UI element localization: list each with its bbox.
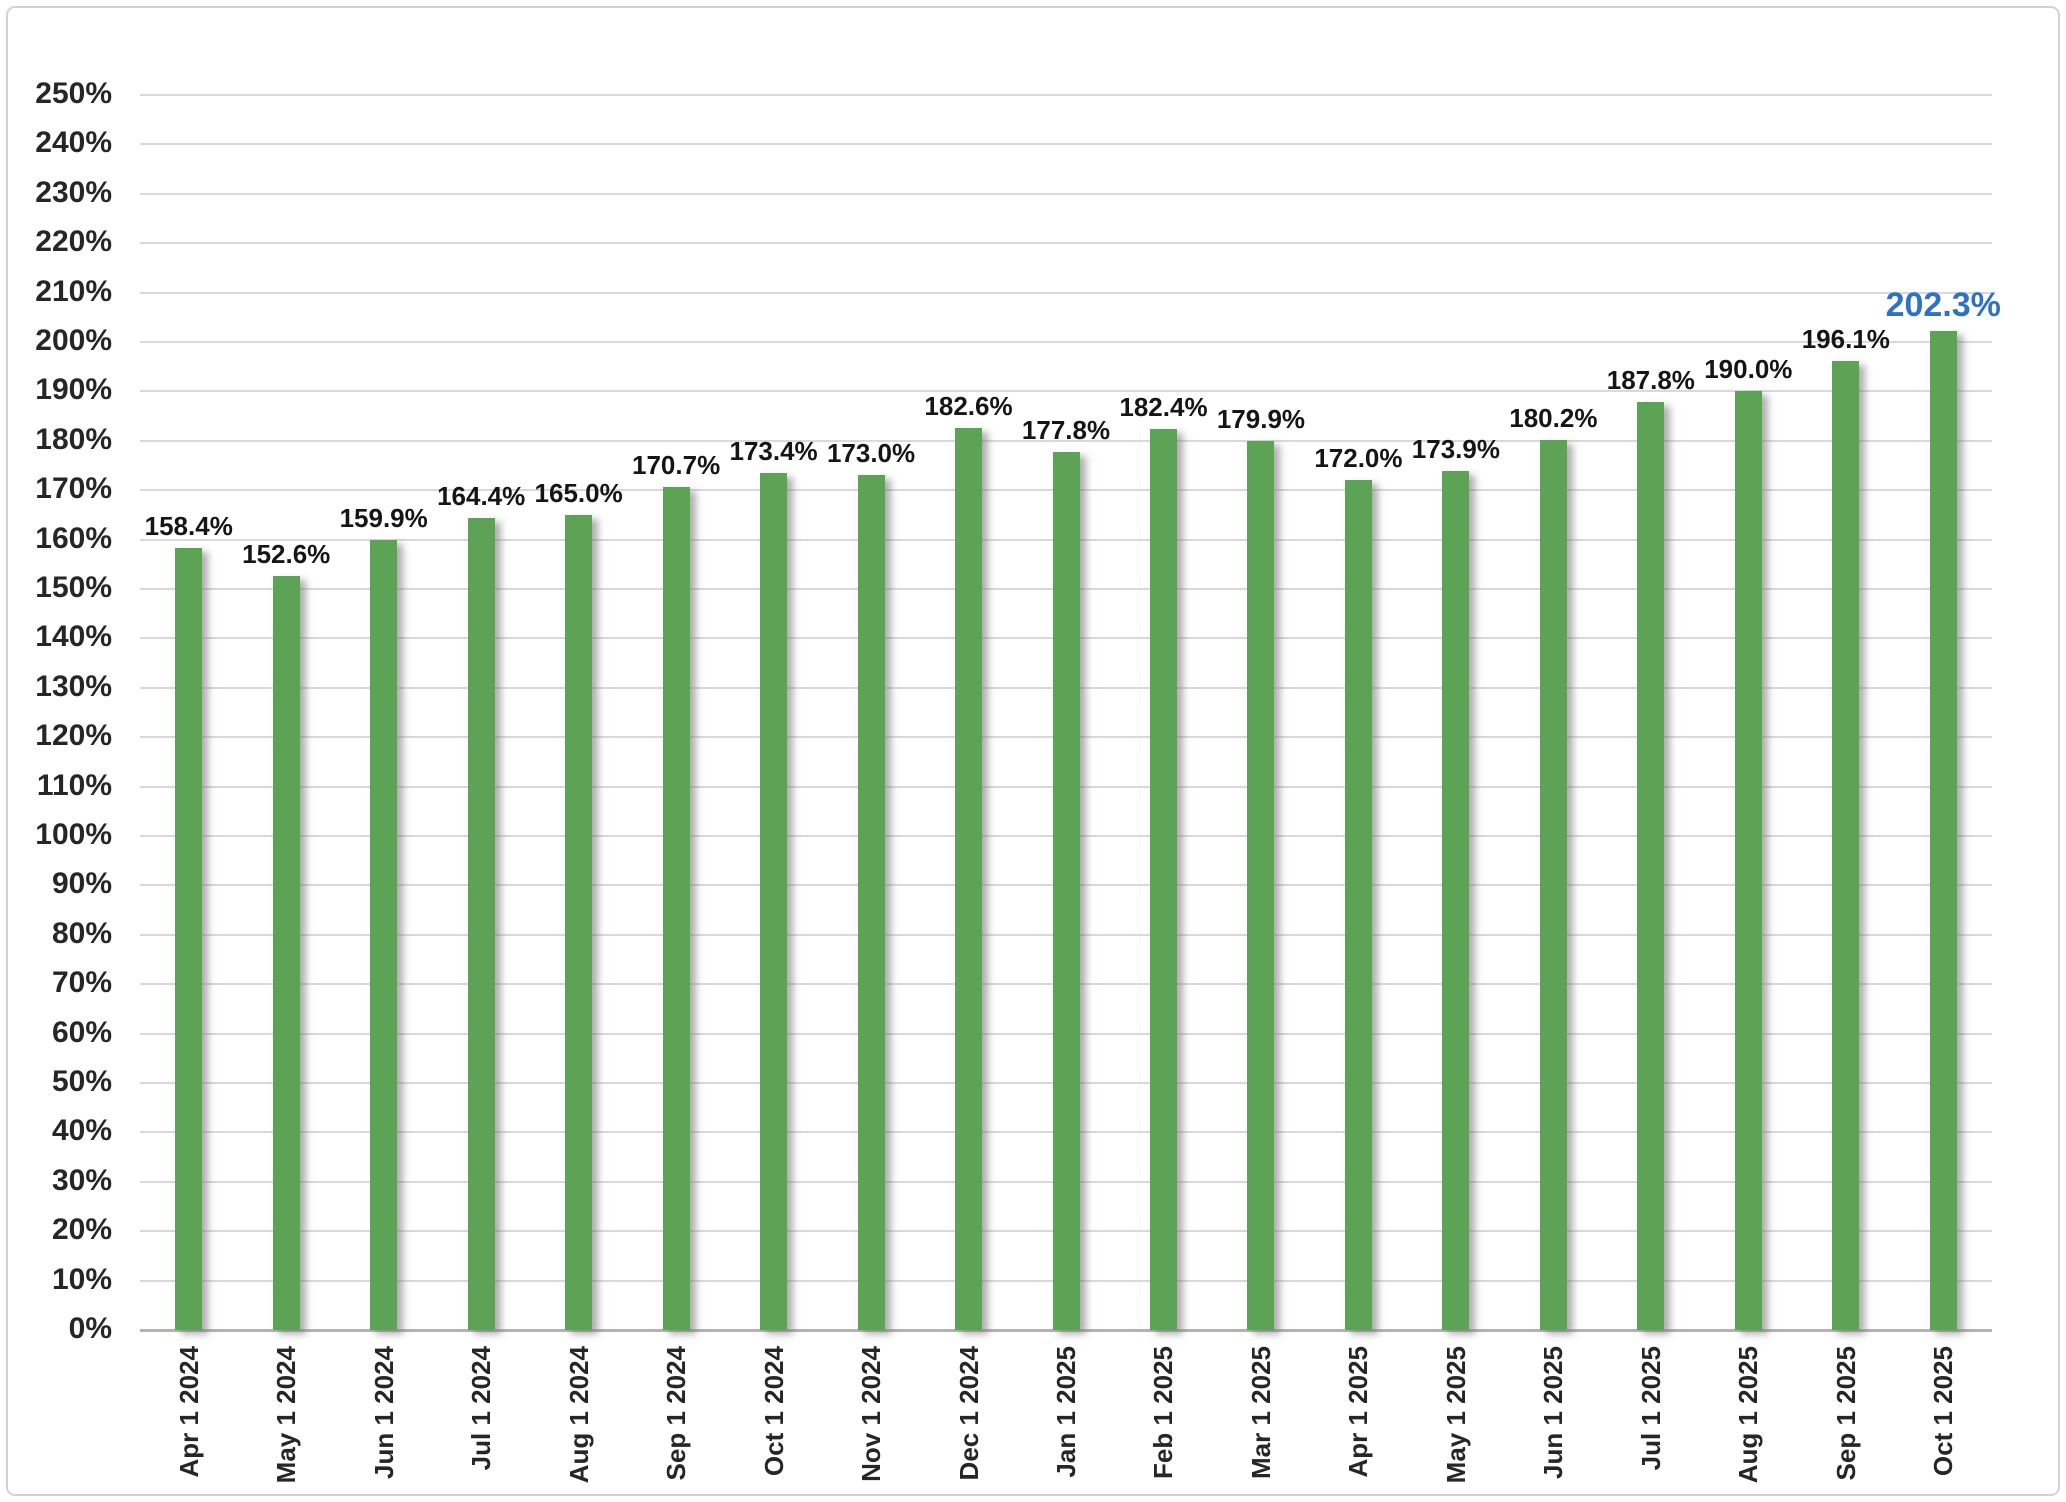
- bar: [1442, 470, 1470, 1330]
- y-axis-tick-label: 210%: [35, 274, 112, 308]
- x-axis-category-label: Oct 1 2025: [1928, 1346, 1959, 1477]
- bar: [1832, 361, 1860, 1330]
- bar: [955, 427, 983, 1330]
- x-axis-category-label: May 1 2024: [271, 1346, 302, 1484]
- bar: [1344, 480, 1372, 1330]
- y-axis-tick-label: 150%: [35, 570, 112, 604]
- bar: [370, 540, 398, 1330]
- x-axis-category-label: Sep 1 2024: [661, 1346, 692, 1481]
- x-axis-category-label: Sep 1 2025: [1830, 1346, 1861, 1481]
- gridline: [140, 341, 1992, 343]
- bar-value-label: 173.4%: [729, 436, 818, 467]
- gridline: [140, 390, 1992, 393]
- y-axis-tick-label: 100%: [35, 817, 112, 851]
- x-axis-category-label: Apr 1 2024: [173, 1346, 204, 1478]
- bar-value-label: 172.0%: [1314, 443, 1403, 474]
- y-axis-tick-label: 200%: [35, 323, 112, 357]
- y-axis-tick-label: 20%: [51, 1212, 112, 1246]
- x-axis-category-label: Jan 1 2025: [1051, 1346, 1081, 1478]
- bar-value-label: 180.2%: [1509, 402, 1598, 433]
- y-axis-tick-label: 250%: [35, 76, 112, 110]
- x-axis-category-label: Mar 1 2025: [1245, 1346, 1276, 1479]
- y-axis-tick-label: 40%: [51, 1114, 112, 1148]
- gridline: [140, 94, 1992, 96]
- bar: [1052, 451, 1080, 1330]
- bar-value-label: 158.4%: [144, 510, 233, 541]
- x-axis-category-label: May 1 2025: [1440, 1346, 1471, 1484]
- y-axis-tick-label: 190%: [35, 373, 112, 407]
- y-axis-tick-label: 140%: [35, 620, 112, 654]
- bar: [1734, 391, 1762, 1330]
- gridline: [140, 242, 1992, 245]
- bar: [857, 475, 885, 1330]
- bar-value-label: 170.7%: [632, 449, 721, 480]
- bar: [1929, 330, 1957, 1330]
- y-axis-tick-label: 170%: [35, 471, 112, 505]
- y-axis-tick-label: 230%: [35, 175, 112, 209]
- y-axis-tick-label: 50%: [51, 1064, 112, 1098]
- y-axis-tick-label: 30%: [51, 1163, 112, 1197]
- x-axis-category-label: Aug 1 2024: [563, 1346, 594, 1484]
- y-axis-tick-label: 90%: [51, 867, 112, 901]
- bar-value-label: 177.8%: [1021, 414, 1111, 445]
- bar-value-label: 179.9%: [1216, 404, 1306, 435]
- bar-value-label-highlight: 202.3%: [1885, 285, 2001, 324]
- x-axis-category-label: Nov 1 2024: [856, 1346, 887, 1482]
- bar-value-label: 187.8%: [1606, 365, 1695, 396]
- bar: [1247, 441, 1275, 1330]
- x-axis-category-label: Apr 1 2025: [1343, 1346, 1374, 1478]
- y-axis-tick-label: 60%: [51, 1015, 112, 1049]
- x-axis-category-label: Feb 1 2025: [1148, 1346, 1179, 1479]
- bar-value-label: 196.1%: [1801, 324, 1890, 355]
- x-axis-category-label: Dec 1 2024: [953, 1346, 984, 1481]
- x-axis-category-label: Jul 1 2024: [466, 1346, 497, 1471]
- bar: [662, 486, 690, 1330]
- y-axis-tick-label: 10%: [51, 1262, 112, 1296]
- bar: [1539, 439, 1567, 1330]
- bar: [565, 514, 593, 1330]
- x-axis-category-label: Oct 1 2024: [758, 1346, 789, 1477]
- bar: [467, 517, 495, 1330]
- bar: [1637, 402, 1665, 1330]
- bar-value-label: 164.4%: [437, 480, 526, 511]
- bar-value-label: 165.0%: [534, 477, 623, 508]
- bar: [760, 473, 788, 1330]
- y-axis-tick-label: 80%: [51, 916, 112, 950]
- y-axis-tick-label: 180%: [35, 422, 112, 456]
- gridline: [140, 143, 1992, 146]
- bar-value-label: 182.6%: [924, 390, 1013, 421]
- y-axis-tick-label: 240%: [35, 126, 112, 160]
- x-axis-category-label: Jul 1 2025: [1635, 1346, 1666, 1471]
- bar-value-label: 182.4%: [1119, 391, 1208, 422]
- bar-value-label: 159.9%: [339, 503, 428, 534]
- bar: [272, 576, 300, 1330]
- y-axis-tick-label: 120%: [35, 718, 112, 752]
- x-axis-category-label: Jun 1 2025: [1538, 1346, 1569, 1479]
- bar-value-label: 173.9%: [1411, 433, 1500, 464]
- bar: [175, 547, 203, 1330]
- gridline: [140, 192, 1992, 195]
- y-axis-tick-label: 70%: [51, 965, 112, 999]
- y-axis-tick-label: 160%: [35, 521, 112, 555]
- x-axis-category-label: Aug 1 2025: [1733, 1346, 1764, 1484]
- y-axis-tick-label: 110%: [36, 768, 112, 802]
- gridline: [140, 291, 1992, 294]
- y-axis-tick-label: 130%: [35, 669, 112, 703]
- x-axis-category-label: Jun 1 2024: [368, 1346, 399, 1479]
- y-axis-tick-label: 0%: [68, 1311, 112, 1345]
- bar-value-label: 190.0%: [1704, 354, 1793, 385]
- bar-value-label: 173.0%: [826, 438, 916, 469]
- y-axis-tick-label: 220%: [35, 224, 112, 258]
- bar-value-label: 152.6%: [242, 539, 331, 570]
- bar: [1149, 428, 1177, 1330]
